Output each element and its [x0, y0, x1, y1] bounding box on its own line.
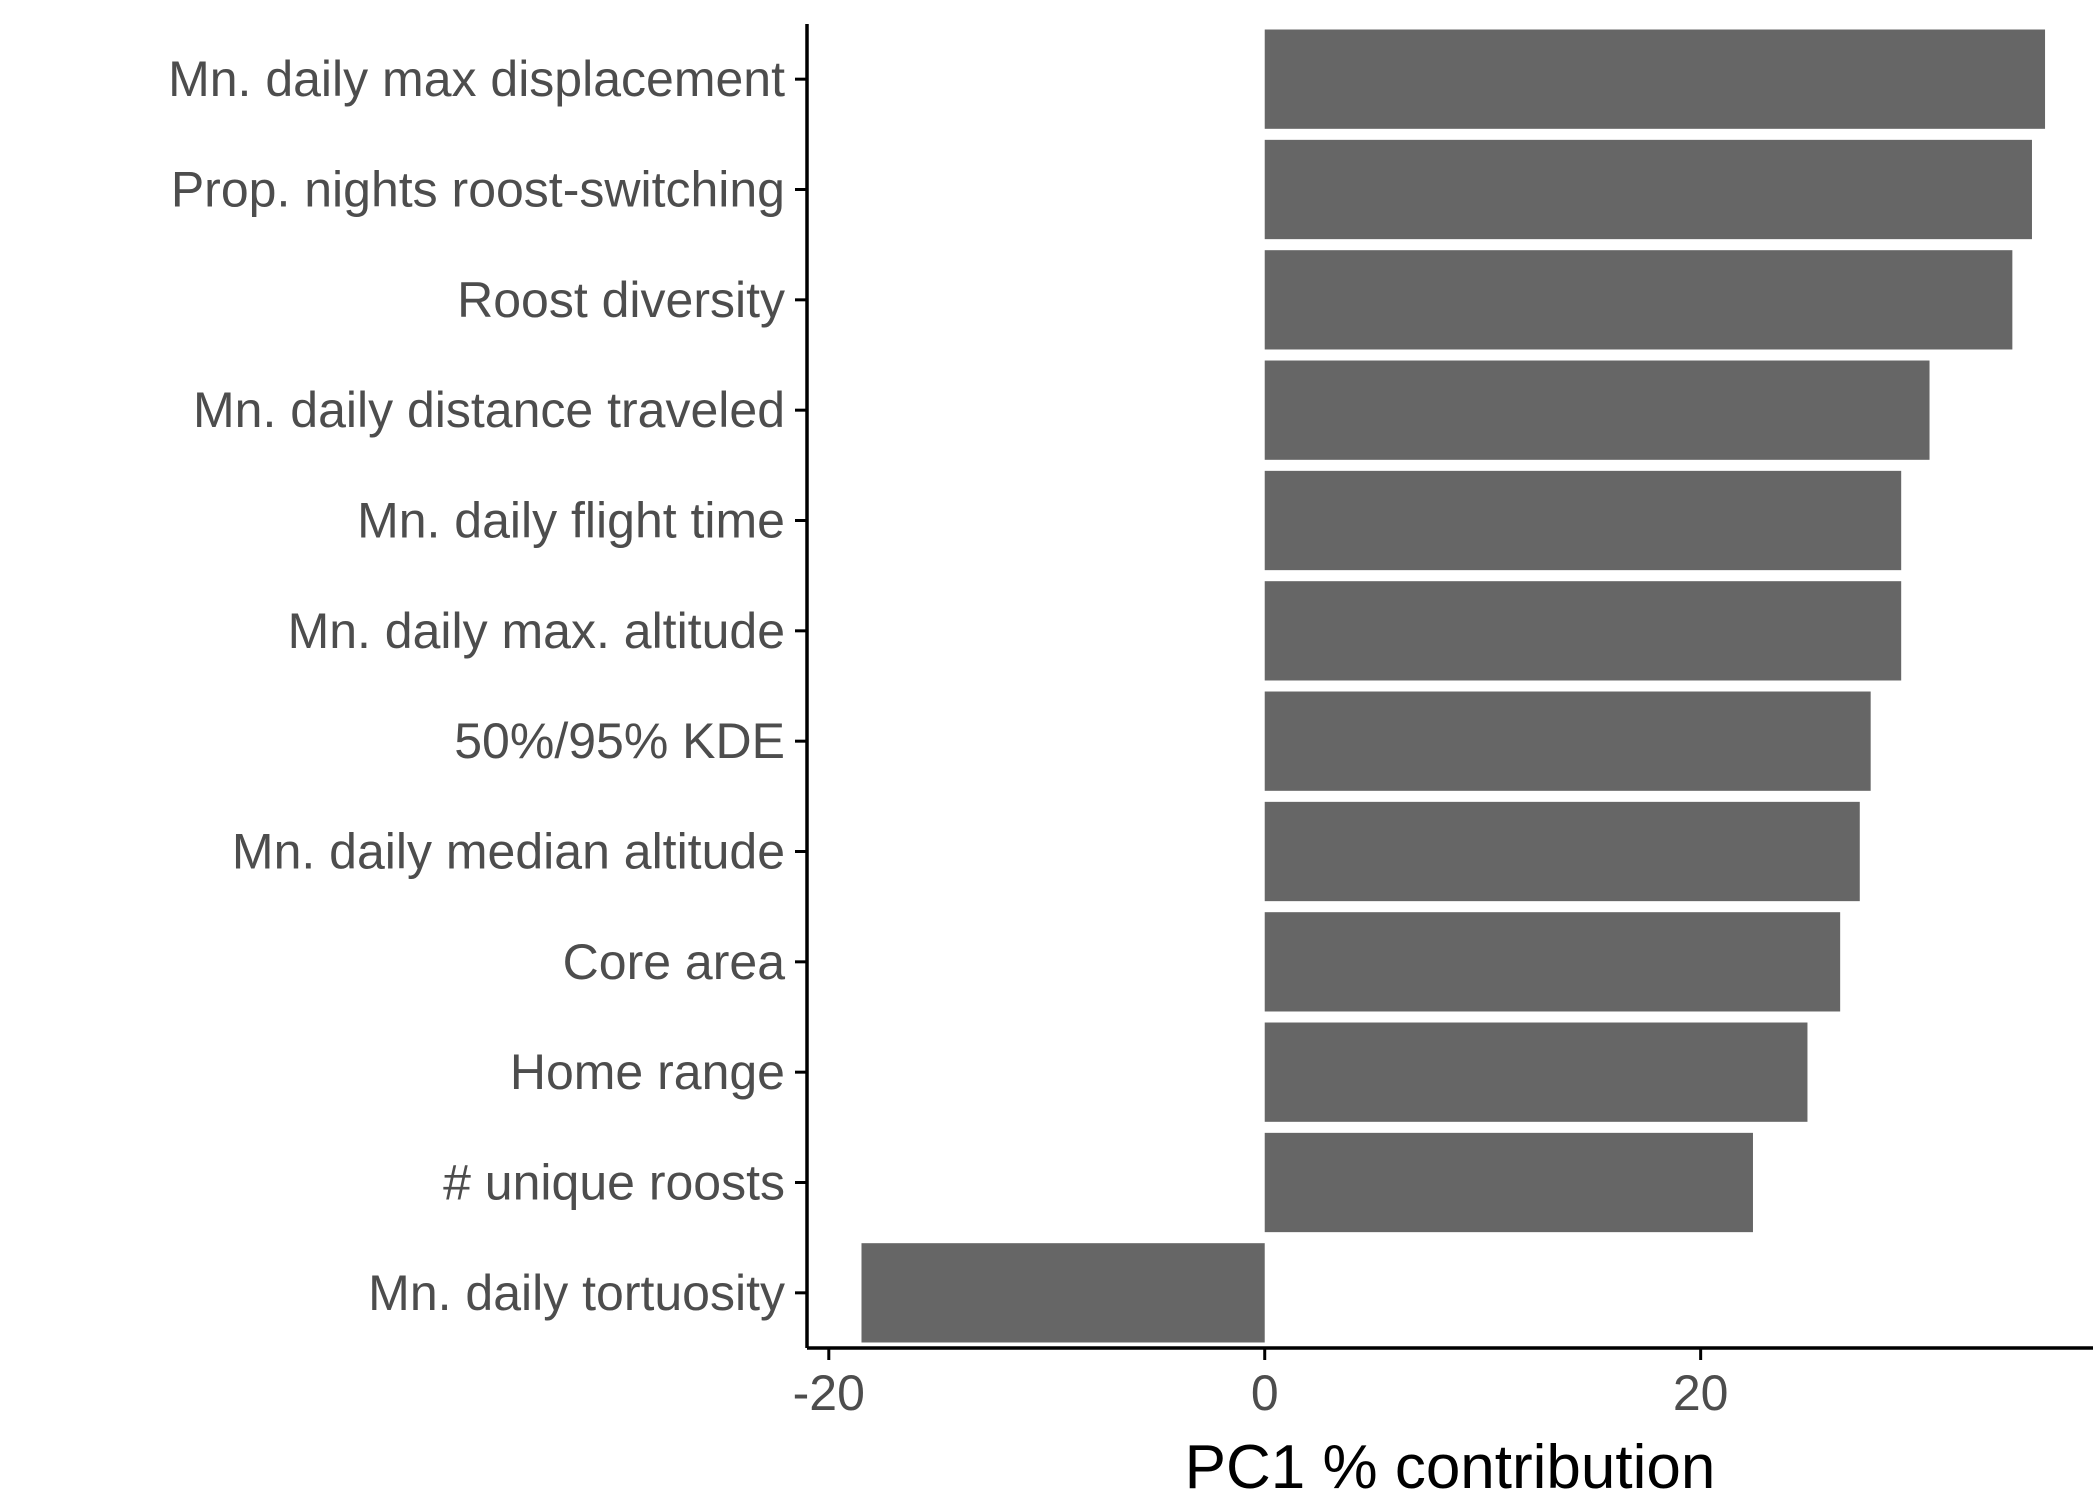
bar-mn-daily-flight-time: [1264, 470, 1902, 571]
x-tick-label-2: 20: [1673, 1365, 1729, 1421]
y-tick-label-mn-daily-max-displacement: Mn. daily max displacement: [168, 51, 785, 107]
bar-unique-roosts: [1264, 1132, 1753, 1233]
y-tick-label-prop-nights-roost-switching: Prop. nights roost-switching: [171, 162, 785, 218]
y-tick-label-50-95-kde: 50%/95% KDE: [454, 713, 785, 769]
y-tick-label-unique-roosts: # unique roosts: [443, 1155, 785, 1211]
bar-roost-diversity: [1264, 250, 2013, 350]
bar-home-range: [1264, 1022, 1808, 1122]
bars-layer: [861, 29, 2046, 1343]
y-tick-label-mn-daily-distance-traveled: Mn. daily distance traveled: [193, 382, 785, 438]
bar-mn-daily-tortuosity: [861, 1243, 1265, 1343]
y-tick-label-mn-daily-tortuosity: Mn. daily tortuosity: [368, 1265, 785, 1321]
axes-layer: [805, 24, 2093, 1350]
bar-mn-daily-median-altitude: [1264, 801, 1860, 902]
y-tick-label-mn-daily-median-altitude: Mn. daily median altitude: [232, 824, 785, 880]
y-tick-label-mn-daily-max-altitude: Mn. daily max. altitude: [288, 603, 785, 659]
bar-mn-daily-max-displacement: [1264, 29, 2046, 129]
y-axis-labels: Mn. daily max displacement Prop. nights r…: [168, 51, 807, 1321]
x-tick-label-0: -20: [793, 1365, 865, 1421]
x-tick-label-1: 0: [1251, 1365, 1279, 1421]
bar-50-95-kde: [1264, 691, 1871, 791]
x-axis-ticks: -20 0 20: [793, 1348, 1729, 1421]
x-axis-title: PC1 % contribution: [1185, 1433, 1716, 1500]
y-tick-label-home-range: Home range: [510, 1044, 785, 1100]
y-tick-label-roost-diversity: Roost diversity: [457, 272, 785, 328]
y-tick-label-core-area: Core area: [563, 934, 786, 990]
bar-core-area: [1264, 912, 1841, 1012]
y-tick-label-mn-daily-flight-time: Mn. daily flight time: [357, 493, 785, 549]
bar-prop-nights-roost-switching: [1264, 139, 2032, 240]
bar-mn-daily-distance-traveled: [1264, 360, 1930, 460]
bar-mn-daily-max-altitude: [1264, 581, 1902, 681]
